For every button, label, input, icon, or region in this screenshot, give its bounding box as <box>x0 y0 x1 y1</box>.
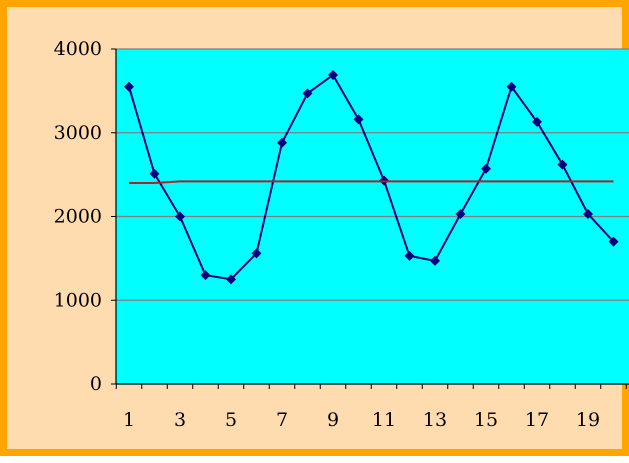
series-1-point <box>608 236 619 247</box>
series-1-point <box>251 248 262 259</box>
x-tick-label: 15 <box>474 409 498 431</box>
y-tick-label: 3000 <box>54 122 102 144</box>
y-tick-label: 2000 <box>54 206 102 228</box>
series-1-point <box>302 88 313 99</box>
series-1-point <box>430 255 440 266</box>
series-layer <box>124 69 619 285</box>
series-1-point <box>532 116 542 127</box>
series-1-point <box>124 81 134 92</box>
x-tick-label: 1 <box>123 409 135 431</box>
x-tick-label: 7 <box>276 409 288 431</box>
series-1-point <box>175 211 185 222</box>
series-1-point <box>583 208 593 219</box>
series-1-point <box>149 168 160 179</box>
x-tick-label: 5 <box>225 409 237 431</box>
series-1-point <box>226 274 236 285</box>
series-1-point <box>557 159 568 170</box>
x-tick-label: 19 <box>576 409 600 431</box>
y-axis-ticks: 0 1000 2000 3000 4000 <box>54 38 116 395</box>
gridlines <box>116 48 629 301</box>
series-1-point <box>455 208 466 219</box>
x-tick-label: 11 <box>372 409 396 431</box>
y-tick-label: 0 <box>90 373 102 395</box>
series-1-point <box>481 163 491 174</box>
series-1-point <box>200 270 211 281</box>
y-tick-label: 4000 <box>54 38 102 60</box>
series-1-point <box>328 69 338 80</box>
y-tick-label: 1000 <box>54 289 102 311</box>
series-1-point <box>353 114 364 125</box>
x-tick-label: 17 <box>525 409 549 431</box>
series-1-point <box>506 81 517 92</box>
x-tick-label: 13 <box>423 409 447 431</box>
x-tick-label: 9 <box>327 409 339 431</box>
series-1-point <box>277 137 287 148</box>
series-1-point <box>404 250 415 261</box>
x-axis-ticks: 1 3 5 7 9 11 13 15 17 19 <box>115 384 627 431</box>
x-tick-label: 3 <box>174 409 186 431</box>
series-2-line <box>129 180 614 184</box>
